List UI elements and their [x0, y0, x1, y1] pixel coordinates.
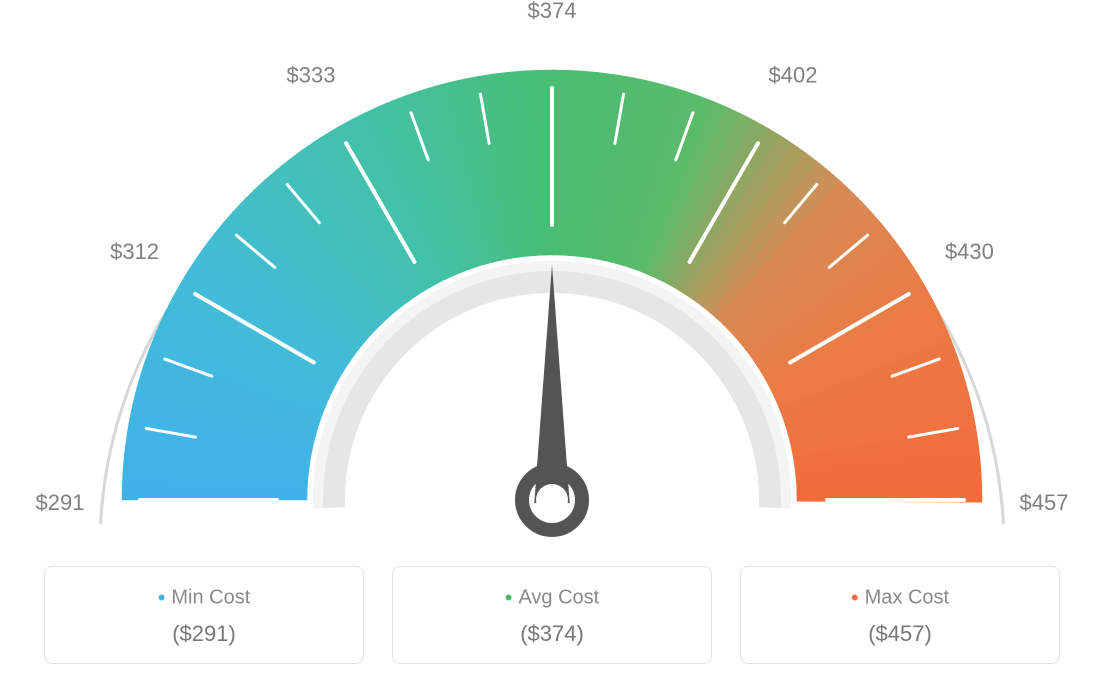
dot-icon: •	[505, 585, 513, 610]
gauge-tick-label: $430	[945, 239, 994, 264]
legend-max-title: • Max Cost	[751, 585, 1049, 611]
legend-card-avg: •Avg Cost ($374)	[392, 566, 712, 664]
legend-card-min: •Min Cost ($291)	[44, 566, 364, 664]
dot-icon: •	[158, 585, 166, 610]
legend-min-value: ($291)	[55, 621, 353, 647]
legend-min-title: •Min Cost	[55, 585, 353, 611]
legend-min-label: Min Cost	[171, 586, 250, 608]
gauge-tick-label: $291	[36, 490, 85, 515]
legend-row: •Min Cost ($291) •Avg Cost ($374) •Max C…	[0, 566, 1104, 664]
gauge-tick-label: $374	[528, 0, 577, 23]
gauge-tick-label: $312	[110, 239, 159, 264]
gauge-tick-label: $333	[287, 63, 336, 88]
legend-max-value: ($457)	[751, 621, 1049, 647]
dot-icon: •	[851, 585, 859, 610]
legend-avg-label: Avg Cost	[518, 586, 599, 608]
legend-max-label: Max Cost	[865, 586, 949, 608]
legend-avg-value: ($374)	[403, 621, 701, 647]
gauge-tick-label: $457	[1020, 490, 1069, 515]
legend-avg-title: •Avg Cost	[403, 585, 701, 611]
gauge-tick-label: $402	[769, 63, 818, 88]
legend-card-max: • Max Cost ($457)	[740, 566, 1060, 664]
gauge-svg: $291 $312 $333 $374 $402 $430 $457	[0, 0, 1104, 560]
gauge-chart: $291 $312 $333 $374 $402 $430 $457	[0, 0, 1104, 560]
